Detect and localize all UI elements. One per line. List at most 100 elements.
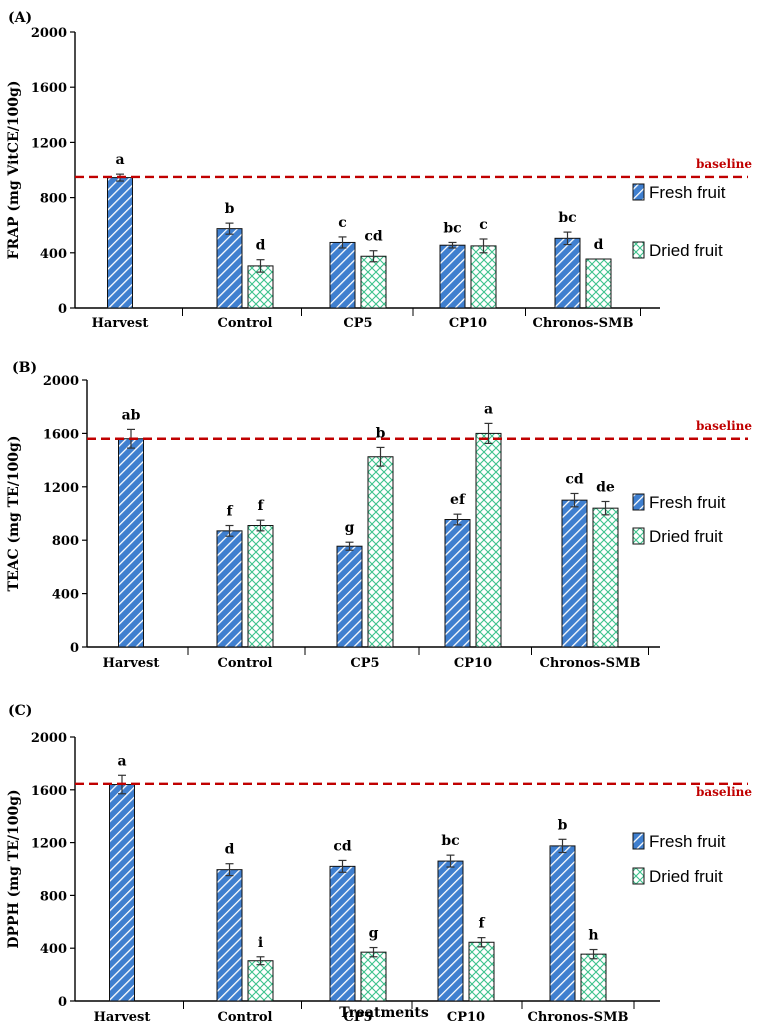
y-tick-label: 800	[52, 534, 79, 549]
category-label: Chronos-SMB	[533, 316, 634, 331]
y-tick-label: 800	[40, 889, 67, 904]
category-label: Control	[218, 656, 273, 671]
panel-3: (C) 0 400 800 1200 1600 2000 DPPH (mg TE/100g) H…	[6, 703, 752, 1025]
x-axis-label: Treatments	[339, 1005, 429, 1021]
baseline-label: baseline	[696, 419, 752, 433]
significance-letter: bc	[443, 220, 461, 236]
category-label: Harvest	[92, 316, 149, 331]
legend-label: Dried fruit	[649, 867, 723, 886]
y-axis-label: DPPH (mg TE/100g)	[6, 789, 22, 948]
y-tick-label: 1600	[43, 427, 79, 442]
y-tick-label: 1200	[31, 136, 67, 151]
legend-swatch-fresh	[632, 493, 645, 511]
y-tick-label: 1200	[43, 481, 79, 496]
y-tick-label: 2000	[43, 374, 79, 389]
y-tick-label: 800	[40, 192, 67, 207]
bar-fresh	[561, 499, 588, 648]
category-label: CP10	[449, 316, 487, 331]
bar-fresh	[437, 860, 464, 1002]
bar-fresh	[329, 241, 356, 309]
bar-dried	[247, 265, 274, 309]
bar-dried	[360, 951, 387, 1002]
bar-fresh	[107, 177, 133, 309]
bar-dried	[247, 960, 274, 1002]
legend: Fresh fruit Dried fruit	[632, 183, 726, 260]
bar-dried	[585, 258, 612, 309]
bar-fresh	[118, 438, 144, 648]
bar-fresh	[216, 869, 243, 1002]
y-axis-label: TEAC (mg TE/100g)	[6, 436, 22, 592]
significance-letter: h	[588, 928, 598, 944]
significance-letter: f	[478, 916, 485, 932]
significance-letter: f	[226, 504, 233, 520]
bar-dried	[592, 507, 619, 648]
significance-letter: b	[225, 201, 235, 217]
bar-fresh	[439, 244, 466, 309]
category-label: Chronos-SMB	[528, 1010, 629, 1025]
bar-fresh	[329, 865, 356, 1002]
y-tick-label: 2000	[31, 731, 67, 746]
legend-swatch-dried	[632, 867, 645, 885]
panel-1: (A) 0 400 800 1200 1600 2000 FRAP (mg VitCE/100…	[6, 10, 752, 331]
y-tick-label: 400	[40, 942, 67, 957]
y-tick-label: 0	[58, 302, 67, 317]
significance-letter: d	[256, 238, 266, 254]
legend-label: Dried fruit	[649, 527, 723, 546]
significance-letter: ab	[122, 407, 141, 423]
significance-letter: b	[376, 425, 386, 441]
y-tick-label: 400	[52, 588, 79, 603]
significance-letter: c	[338, 215, 347, 231]
category-label: Harvest	[103, 656, 160, 671]
legend: Fresh fruit Dried fruit	[632, 832, 726, 886]
baseline-label: baseline	[696, 157, 752, 171]
category-label: Harvest	[94, 1010, 151, 1025]
category-label: Control	[218, 316, 273, 331]
significance-letter: a	[115, 152, 124, 168]
significance-letter: d	[594, 237, 604, 253]
bar-fresh	[216, 530, 243, 648]
legend-swatch-dried	[632, 241, 645, 259]
y-tick-label: 0	[58, 995, 67, 1010]
bar-fresh	[444, 519, 471, 648]
category-label: CP10	[454, 656, 492, 671]
significance-letter: cd	[364, 229, 383, 245]
panel-label: (A)	[8, 10, 32, 26]
significance-letter: b	[558, 817, 568, 833]
significance-letter: g	[369, 926, 379, 942]
significance-letter: g	[345, 520, 355, 536]
significance-letter: c	[479, 217, 488, 233]
bar-fresh	[554, 237, 581, 309]
category-label: Control	[218, 1010, 273, 1025]
legend-label: Dried fruit	[649, 241, 723, 260]
significance-letter: i	[258, 935, 263, 951]
panel-label: (B)	[12, 360, 37, 376]
category-label: CP5	[343, 1010, 372, 1025]
significance-letter: ef	[450, 492, 466, 508]
legend-swatch-fresh	[632, 832, 645, 850]
significance-letter: de	[596, 479, 615, 495]
bar-dried	[247, 525, 274, 648]
category-label: CP10	[447, 1010, 485, 1025]
y-tick-label: 1600	[31, 81, 67, 96]
y-tick-label: 1200	[31, 837, 67, 852]
bar-dried	[470, 245, 497, 309]
panel-2: (B) 0 400 800 1200 1600 2000 TEAC (mg TE/100g) H…	[6, 360, 752, 671]
legend-label: Fresh fruit	[649, 832, 726, 851]
legend-label: Fresh fruit	[649, 493, 726, 512]
bar-dried	[360, 255, 387, 309]
y-tick-label: 0	[70, 641, 79, 656]
category-label: CP5	[350, 656, 379, 671]
panel-label: (C)	[8, 703, 32, 719]
bar-fresh	[336, 545, 363, 648]
significance-letter: cd	[565, 471, 584, 487]
bar-fresh	[549, 845, 576, 1002]
significance-letter: a	[117, 753, 126, 769]
bar-dried	[468, 941, 495, 1002]
y-tick-label: 2000	[31, 26, 67, 41]
legend-label: Fresh fruit	[649, 183, 726, 202]
bar-dried	[580, 953, 607, 1002]
significance-letter: bc	[441, 833, 459, 849]
baseline-label: baseline	[696, 785, 752, 799]
bar-fresh	[109, 784, 135, 1002]
